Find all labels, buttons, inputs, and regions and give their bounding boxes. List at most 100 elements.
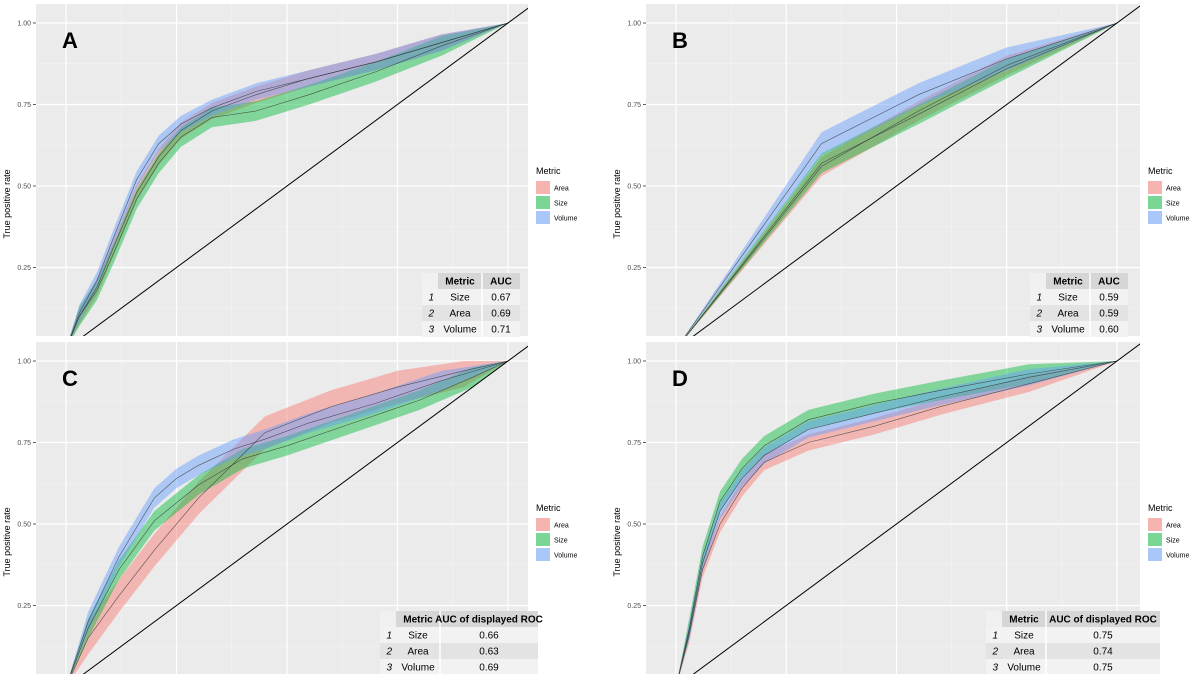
table-header-metric: Metric [403, 615, 433, 626]
ribbon-volume [69, 361, 508, 674]
panel-a: 0.25 0.50 0.75 1.00 True positive rate A Metri… [2, 4, 577, 337]
legend-label-size: Size [554, 538, 568, 545]
legend-title: Metric [536, 503, 561, 513]
line-size [678, 360, 1118, 674]
panel-letter: B [672, 28, 688, 53]
table-cell-auc: 0.69 [479, 663, 499, 674]
y-tick-label: 0.25 [627, 265, 641, 272]
panel-letter: D [672, 366, 688, 391]
table-header-background [1046, 273, 1128, 289]
table-cell-metric: Volume [1007, 663, 1041, 674]
auc-table: Metric AUC 1 Size 0.59 2 Area 0.59 3 Volume 0.60 [1030, 273, 1128, 337]
line-volume [70, 22, 509, 336]
legend-label-size: Size [1166, 538, 1180, 545]
y-tick-label: 0.25 [17, 603, 31, 610]
table-cell-metric: Area [449, 309, 471, 320]
table-cell-metric: Volume [443, 325, 477, 336]
legend-label-area: Area [554, 186, 569, 193]
line-size [70, 360, 509, 674]
table-cell-metric: Size [1014, 631, 1034, 642]
table-cell-auc: 0.69 [491, 309, 511, 320]
table-cell-auc: 0.60 [1099, 325, 1119, 336]
y-tick-label: 1.00 [17, 359, 31, 366]
table-cell-auc: 0.66 [479, 631, 499, 642]
table-row [986, 659, 1160, 674]
table-header-metric: Metric [1053, 277, 1083, 288]
table-row [380, 659, 538, 674]
panel-letter: C [62, 366, 78, 391]
table-row [1030, 305, 1128, 321]
table-header-index-cell [380, 611, 396, 627]
legend-title: Metric [1148, 166, 1173, 176]
legend-label-area: Area [1166, 186, 1181, 193]
line-size [685, 22, 1118, 336]
table-row [986, 627, 1160, 643]
y-tick-label: 0.75 [17, 440, 31, 447]
legend-key-size [1148, 533, 1162, 546]
auc-table: Metric AUC of displayed ROC 1 Size 0.75 2 Area… [986, 611, 1160, 674]
chance-diagonal [692, 5, 1140, 336]
panel-b: 0.25 0.50 0.75 1.00 True positive rate B Metri… [612, 4, 1189, 337]
ribbon-area [678, 361, 1117, 674]
table-cell-auc: 0.59 [1099, 309, 1119, 320]
y-tick-label: 0.50 [17, 184, 31, 191]
table-cell-metric: Area [1013, 647, 1035, 658]
table-row-index: 2 [385, 647, 392, 658]
y-tick-label: 0.75 [627, 440, 641, 447]
table-cell-auc: 0.74 [1093, 647, 1113, 658]
legend-key-area [536, 518, 550, 531]
table-cell-metric: Size [408, 631, 428, 642]
line-area [685, 22, 1118, 336]
table-header-index-cell [422, 273, 438, 289]
table-header-background [396, 611, 538, 627]
table-cell-metric: Area [407, 647, 429, 658]
plot-area [36, 342, 528, 674]
table-row-index: 2 [427, 309, 434, 320]
panel-d: 0.25 0.50 0.75 1.00 True positive rate D Metri… [612, 342, 1189, 674]
table-cell-auc: 0.75 [1093, 631, 1113, 642]
chance-diagonal [82, 7, 528, 336]
legend-label-size: Size [554, 201, 568, 208]
legend-label-size: Size [1166, 201, 1180, 208]
y-tick-label: 1.00 [17, 21, 31, 28]
table-cell-auc: 0.75 [1093, 663, 1113, 674]
table-row-index: 3 [1036, 325, 1042, 336]
line-volume [70, 360, 509, 674]
ribbon-volume [678, 361, 1117, 674]
table-cell-auc: 0.63 [479, 647, 499, 658]
legend-label-volume: Volume [554, 553, 577, 560]
table-cell-auc: 0.67 [491, 293, 511, 304]
legend-label-area: Area [1166, 523, 1181, 530]
table-cell-metric: Volume [1051, 325, 1085, 336]
table-cell-metric: Size [1058, 293, 1078, 304]
table-row-index: 1 [1036, 293, 1042, 304]
table-row-index: 1 [992, 631, 998, 642]
table-row [1030, 289, 1128, 305]
table-row-index: 1 [428, 293, 434, 304]
ribbon-size [678, 361, 1117, 674]
y-tick-label: 0.50 [627, 522, 641, 529]
legend-key-volume [536, 548, 550, 561]
legend-label-volume: Volume [1166, 553, 1189, 560]
table-row-index: 3 [386, 663, 392, 674]
ribbon-size [70, 361, 508, 674]
table-cell-metric: Size [450, 293, 470, 304]
table-header-auc: AUC [1098, 277, 1120, 288]
table-cell-auc: 0.59 [1099, 293, 1119, 304]
table-row [380, 643, 538, 659]
table-header-metric: Metric [445, 277, 475, 288]
legend-title: Metric [536, 166, 561, 176]
legend-key-volume [536, 211, 550, 224]
legend-key-area [1148, 181, 1162, 194]
y-tick-label: 0.50 [17, 522, 31, 529]
legend-key-size [536, 533, 550, 546]
table-row-index: 3 [428, 325, 434, 336]
legend-key-area [536, 181, 550, 194]
table-row [986, 643, 1160, 659]
line-volume [678, 360, 1118, 674]
table-header-auc: AUC of displayed ROC [435, 615, 543, 626]
y-tick-label: 1.00 [627, 21, 641, 28]
line-volume [684, 22, 1118, 336]
legend-key-volume [1148, 211, 1162, 224]
legend-label-volume: Volume [554, 216, 577, 223]
